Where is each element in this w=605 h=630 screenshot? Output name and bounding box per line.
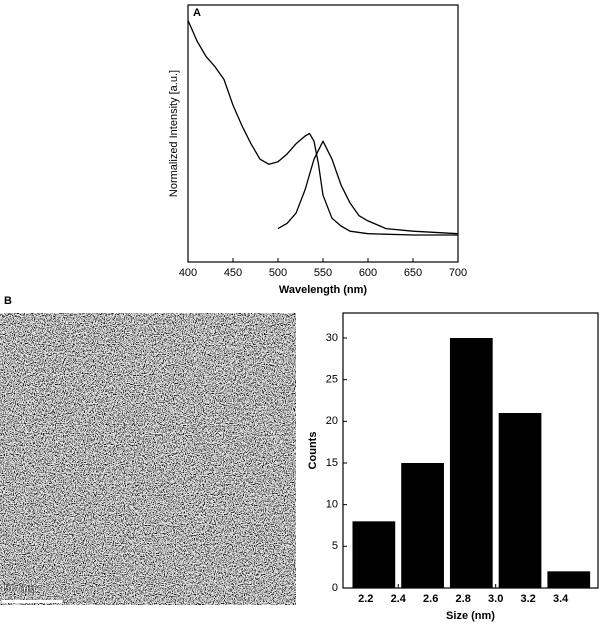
line-series [187, 20, 458, 236]
panel-label: A [193, 7, 201, 19]
x-tick-label: 2.2 [358, 593, 373, 605]
x-tick-label: 400 [179, 267, 197, 279]
x-tick-label: 3.2 [521, 593, 536, 605]
x-tick-label: 600 [359, 267, 377, 279]
scale-bar [2, 600, 62, 603]
line-series [277, 140, 459, 235]
histogram-bar [401, 463, 444, 588]
y-tick-label: 25 [326, 374, 338, 386]
histogram-bar [352, 521, 396, 588]
panel-label: B [4, 295, 12, 307]
scale-bar-label: 50 nm [4, 583, 36, 595]
y-tick-label: 0 [332, 582, 338, 594]
x-tick-label: 450 [224, 267, 242, 279]
x-tick-label: 700 [449, 267, 467, 279]
x-tick-label: 3.0 [488, 593, 503, 605]
y-tick-label: 10 [326, 499, 338, 511]
x-axis-label: Wavelength (nm) [279, 284, 368, 296]
y-axis-label: Counts [307, 432, 319, 470]
histogram-bar [449, 338, 493, 588]
x-tick-label: 500 [269, 267, 287, 279]
y-tick-label: 20 [326, 415, 338, 427]
x-tick-label: 2.6 [423, 593, 438, 605]
x-tick-label: 2.4 [391, 593, 407, 605]
tem-texture [0, 313, 296, 605]
y-axis-label: Normalized Intensity [a.u.] [168, 70, 180, 197]
x-tick-label: 550 [314, 267, 332, 279]
x-tick-label: 2.8 [456, 593, 471, 605]
histogram-bar [547, 571, 591, 588]
x-tick-label: 650 [404, 267, 422, 279]
y-tick-label: 5 [332, 540, 338, 552]
plot-frame [187, 4, 459, 263]
histogram-bar [498, 413, 542, 588]
x-axis-label: Size (nm) [446, 610, 495, 622]
y-tick-label: 15 [326, 457, 338, 469]
x-tick-label: 3.4 [553, 593, 569, 605]
y-tick-label: 30 [326, 332, 338, 344]
